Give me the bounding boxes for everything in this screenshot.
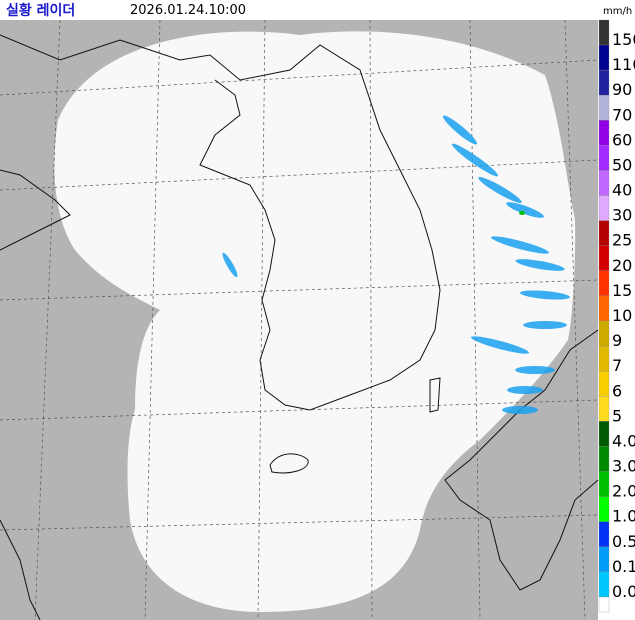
- title: 실황 레이더: [6, 2, 75, 19]
- coastline: [0, 34, 599, 620]
- legend-swatch: [598, 345, 610, 372]
- legend-label: 2.0: [612, 482, 635, 501]
- legend-label: 10: [612, 306, 632, 325]
- legend-label: 15: [612, 281, 632, 300]
- legend-label: 110: [612, 55, 635, 74]
- legend-label: 70: [612, 105, 632, 124]
- legend-label: 150: [612, 30, 635, 49]
- legend-label: 50: [612, 155, 632, 174]
- legend-label: 90: [612, 80, 632, 99]
- legend-unit: mm/h: [603, 6, 632, 17]
- legend-label: 4.0: [612, 431, 635, 450]
- legend-label: 30: [612, 206, 632, 225]
- legend: 150 110 90 70 60 50 40 30 25 20 15 10 9 7 6 5 4.0 3.0 2.0 1…: [598, 19, 635, 613]
- legend-swatch: [598, 521, 610, 547]
- grid: [0, 19, 599, 620]
- legend-swatch: [598, 421, 610, 447]
- legend-swatch: [598, 69, 610, 96]
- legend-swatch: [598, 471, 610, 497]
- legend-swatch: [598, 371, 610, 397]
- legend-label: 6: [612, 381, 622, 400]
- legend-label: 9: [612, 331, 622, 350]
- radar-echo-strong: [519, 211, 525, 215]
- legend-swatch: [598, 446, 610, 472]
- radar-echo: [222, 115, 570, 414]
- legend-swatch: [598, 295, 610, 322]
- legend-swatch: [598, 396, 610, 422]
- legend-label: 40: [612, 181, 632, 200]
- legend-label: 20: [612, 256, 632, 275]
- legend-label: 0.1: [612, 557, 635, 576]
- legend-label: 60: [612, 130, 632, 149]
- legend-label: 25: [612, 231, 632, 250]
- header-bar: [0, 0, 635, 20]
- legend-label: 1.0: [612, 507, 635, 526]
- legend-swatch: [598, 19, 610, 46]
- legend-label: 0.0: [612, 582, 635, 601]
- legend-swatch: [598, 195, 610, 221]
- legend-swatch: [598, 571, 610, 598]
- legend-swatch: [598, 596, 610, 613]
- legend-swatch: [598, 44, 610, 71]
- legend-swatch: [598, 170, 610, 196]
- legend-label: 5: [612, 406, 622, 425]
- legend-label: 0.5: [612, 532, 635, 551]
- legend-swatch: [598, 120, 610, 146]
- legend-swatch: [598, 270, 610, 297]
- legend-swatch: [598, 95, 610, 121]
- legend-swatch: [598, 546, 610, 573]
- radar-coverage: [54, 31, 576, 613]
- legend-swatch: [598, 245, 610, 271]
- legend-swatch: [598, 320, 610, 347]
- legend-swatch: [598, 496, 610, 522]
- legend-swatch: [598, 220, 610, 246]
- legend-swatch: [598, 145, 610, 171]
- legend-label: 3.0: [612, 457, 635, 476]
- timestamp: 2026.01.24.10:00: [130, 3, 246, 18]
- legend-label: 7: [612, 356, 622, 375]
